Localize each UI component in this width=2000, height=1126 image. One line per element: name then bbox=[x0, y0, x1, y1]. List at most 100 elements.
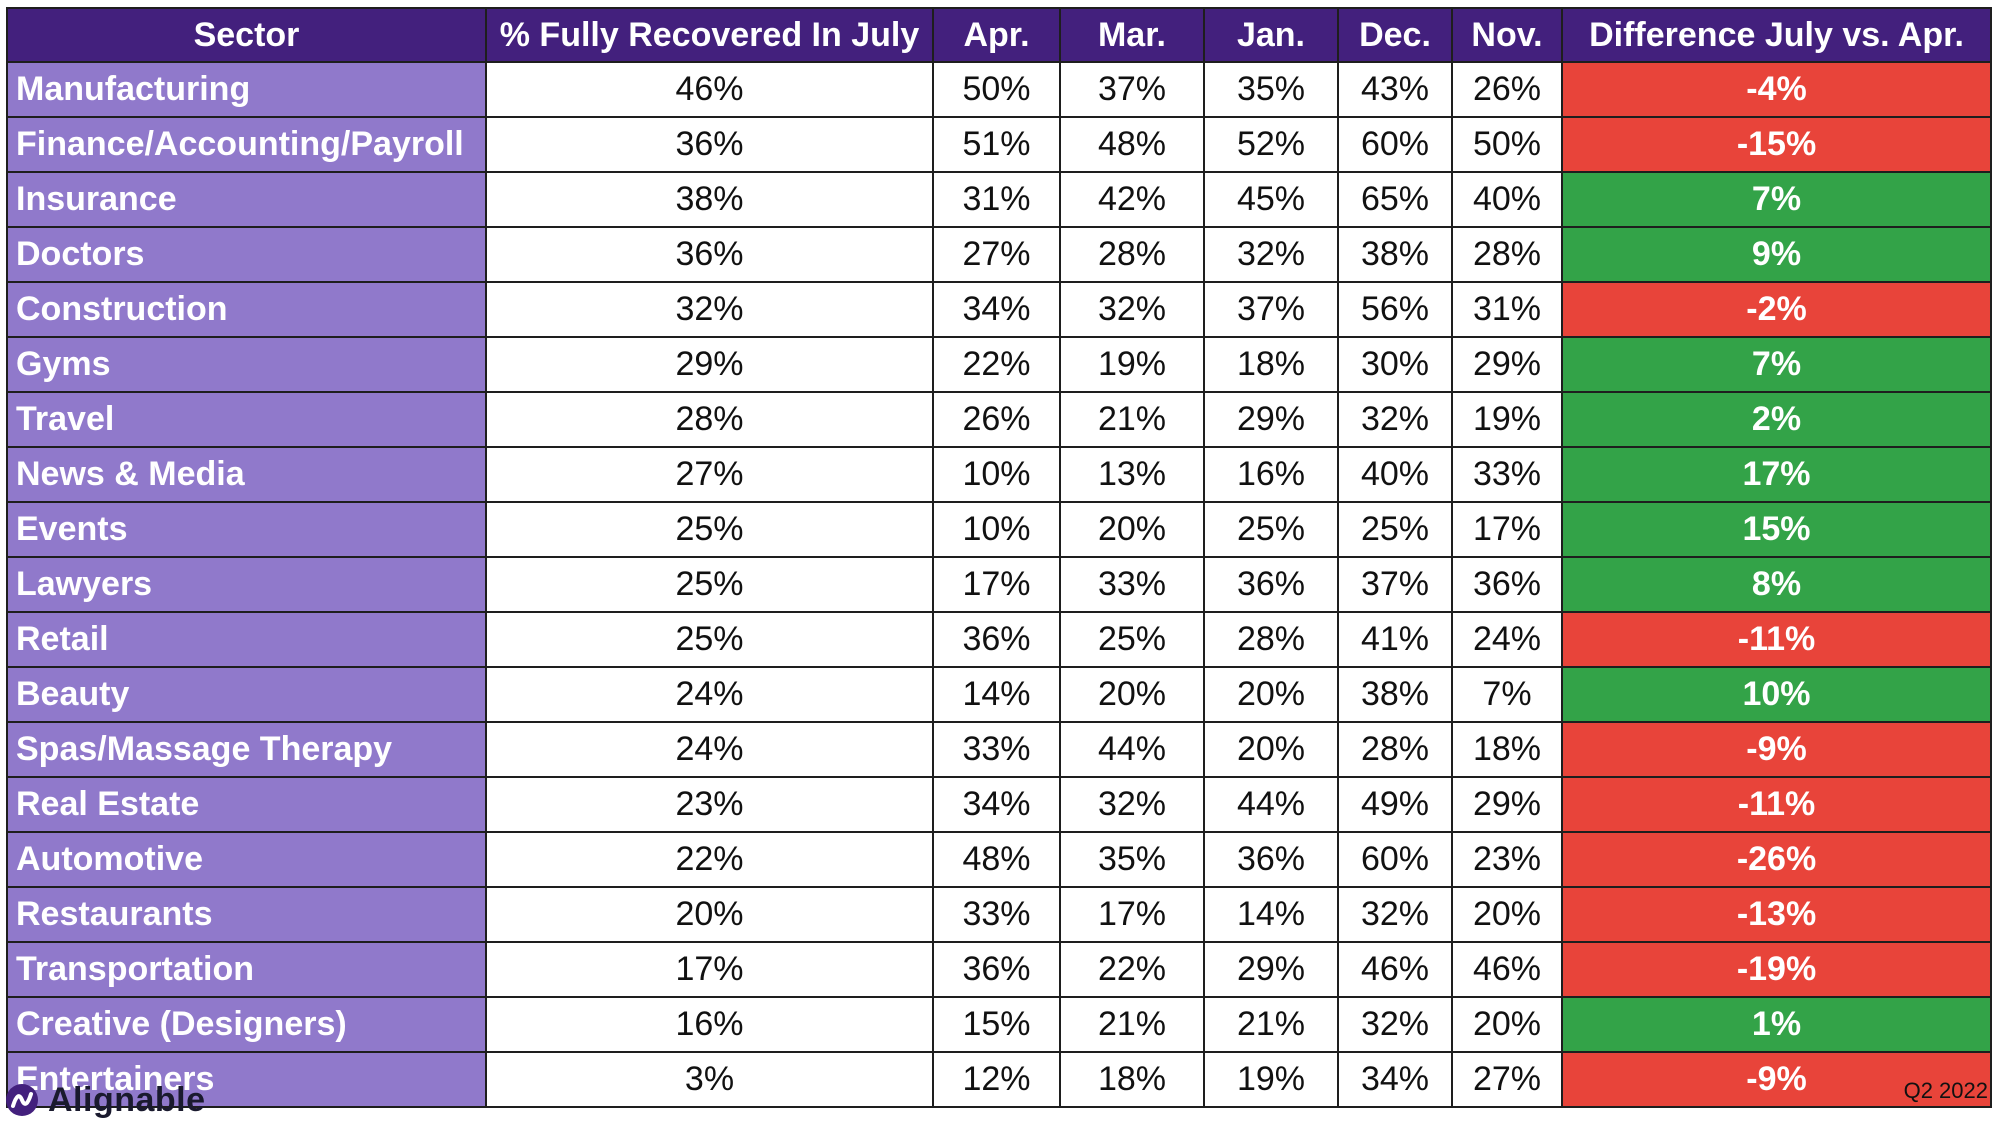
sector-name-cell: Construction bbox=[6, 281, 487, 338]
value-cell-july: 32% bbox=[485, 281, 934, 338]
value-cell-july: 17% bbox=[485, 941, 934, 998]
value-cell-july: 24% bbox=[485, 666, 934, 723]
col-header-jan: Jan. bbox=[1203, 7, 1339, 63]
col-header-sector: Sector bbox=[6, 7, 487, 63]
value-cell-nov: 29% bbox=[1451, 336, 1563, 393]
sector-name-cell: Transportation bbox=[6, 941, 487, 998]
sector-name-cell: Retail bbox=[6, 611, 487, 668]
table-row: Construction 32% 34% 32% 37% 56% 31% -2% bbox=[6, 281, 1992, 338]
value-cell-july: 25% bbox=[485, 501, 934, 558]
brand-name: Alignable bbox=[48, 1080, 206, 1119]
difference-cell: -13% bbox=[1561, 886, 1992, 943]
value-cell-july: 36% bbox=[485, 116, 934, 173]
col-header-nov: Nov. bbox=[1451, 7, 1563, 63]
value-cell-july: 25% bbox=[485, 556, 934, 613]
value-cell-nov: 26% bbox=[1451, 61, 1563, 118]
sector-name-cell: Lawyers bbox=[6, 556, 487, 613]
value-cell-nov: 20% bbox=[1451, 886, 1563, 943]
value-cell-apr: 33% bbox=[932, 886, 1061, 943]
value-cell-dec: 60% bbox=[1337, 116, 1453, 173]
value-cell-jan: 16% bbox=[1203, 446, 1339, 503]
value-cell-nov: 33% bbox=[1451, 446, 1563, 503]
value-cell-nov: 28% bbox=[1451, 226, 1563, 283]
difference-cell: 9% bbox=[1561, 226, 1992, 283]
value-cell-july: 25% bbox=[485, 611, 934, 668]
value-cell-dec: 41% bbox=[1337, 611, 1453, 668]
difference-cell: -9% bbox=[1561, 1051, 1992, 1108]
value-cell-july: 24% bbox=[485, 721, 934, 778]
value-cell-dec: 46% bbox=[1337, 941, 1453, 998]
value-cell-dec: 25% bbox=[1337, 501, 1453, 558]
difference-cell: -9% bbox=[1561, 721, 1992, 778]
value-cell-dec: 28% bbox=[1337, 721, 1453, 778]
table-row: Restaurants 20% 33% 17% 14% 32% 20% -13% bbox=[6, 886, 1992, 943]
table-row: Events 25% 10% 20% 25% 25% 17% 15% bbox=[6, 501, 1992, 558]
table-row: Creative (Designers) 16% 15% 21% 21% 32% 20% 1% bbox=[6, 996, 1992, 1053]
value-cell-nov: 24% bbox=[1451, 611, 1563, 668]
sector-name-cell: Entertainers bbox=[6, 1051, 487, 1108]
table-row: Gyms 29% 22% 19% 18% 30% 29% 7% bbox=[6, 336, 1992, 393]
table-row: News & Media 27% 10% 13% 16% 40% 33% 17% bbox=[6, 446, 1992, 503]
value-cell-july: 27% bbox=[485, 446, 934, 503]
value-cell-apr: 48% bbox=[932, 831, 1061, 888]
value-cell-jan: 52% bbox=[1203, 116, 1339, 173]
value-cell-jan: 36% bbox=[1203, 831, 1339, 888]
value-cell-apr: 36% bbox=[932, 611, 1061, 668]
sector-name-cell: Real Estate bbox=[6, 776, 487, 833]
value-cell-mar: 44% bbox=[1059, 721, 1205, 778]
sector-name-cell: Manufacturing bbox=[6, 61, 487, 118]
value-cell-july: 38% bbox=[485, 171, 934, 228]
difference-cell: -4% bbox=[1561, 61, 1992, 118]
value-cell-apr: 51% bbox=[932, 116, 1061, 173]
value-cell-dec: 38% bbox=[1337, 226, 1453, 283]
sector-name-cell: Travel bbox=[6, 391, 487, 448]
value-cell-july: 22% bbox=[485, 831, 934, 888]
value-cell-jan: 14% bbox=[1203, 886, 1339, 943]
difference-cell: -11% bbox=[1561, 611, 1992, 668]
value-cell-dec: 56% bbox=[1337, 281, 1453, 338]
value-cell-apr: 12% bbox=[932, 1051, 1061, 1108]
sector-name-cell: Insurance bbox=[6, 171, 487, 228]
value-cell-mar: 22% bbox=[1059, 941, 1205, 998]
value-cell-july: 23% bbox=[485, 776, 934, 833]
difference-cell: 7% bbox=[1561, 171, 1992, 228]
value-cell-mar: 20% bbox=[1059, 501, 1205, 558]
value-cell-nov: 40% bbox=[1451, 171, 1563, 228]
value-cell-apr: 10% bbox=[932, 446, 1061, 503]
sector-name-cell: Beauty bbox=[6, 666, 487, 723]
value-cell-nov: 7% bbox=[1451, 666, 1563, 723]
value-cell-dec: 40% bbox=[1337, 446, 1453, 503]
value-cell-nov: 17% bbox=[1451, 501, 1563, 558]
value-cell-apr: 15% bbox=[932, 996, 1061, 1053]
value-cell-nov: 36% bbox=[1451, 556, 1563, 613]
difference-cell: 7% bbox=[1561, 336, 1992, 393]
value-cell-july: 16% bbox=[485, 996, 934, 1053]
col-header-apr: Apr. bbox=[932, 7, 1061, 63]
table-row: Travel 28% 26% 21% 29% 32% 19% 2% bbox=[6, 391, 1992, 448]
value-cell-nov: 31% bbox=[1451, 281, 1563, 338]
value-cell-july: 28% bbox=[485, 391, 934, 448]
value-cell-apr: 27% bbox=[932, 226, 1061, 283]
table-row: Spas/Massage Therapy 24% 33% 44% 20% 28% 18% -9… bbox=[6, 721, 1992, 778]
value-cell-dec: 60% bbox=[1337, 831, 1453, 888]
value-cell-dec: 34% bbox=[1337, 1051, 1453, 1108]
value-cell-jan: 45% bbox=[1203, 171, 1339, 228]
value-cell-mar: 32% bbox=[1059, 776, 1205, 833]
value-cell-dec: 32% bbox=[1337, 996, 1453, 1053]
value-cell-mar: 19% bbox=[1059, 336, 1205, 393]
table-row: Beauty 24% 14% 20% 20% 38% 7% 10% bbox=[6, 666, 1992, 723]
value-cell-jan: 19% bbox=[1203, 1051, 1339, 1108]
value-cell-nov: 23% bbox=[1451, 831, 1563, 888]
value-cell-jan: 35% bbox=[1203, 61, 1339, 118]
table-row: Manufacturing 46% 50% 37% 35% 43% 26% -4% bbox=[6, 61, 1992, 118]
value-cell-nov: 27% bbox=[1451, 1051, 1563, 1108]
col-header-difference: Difference July vs. Apr. bbox=[1561, 7, 1992, 63]
value-cell-apr: 31% bbox=[932, 171, 1061, 228]
value-cell-mar: 17% bbox=[1059, 886, 1205, 943]
value-cell-dec: 43% bbox=[1337, 61, 1453, 118]
difference-cell: -26% bbox=[1561, 831, 1992, 888]
difference-cell: 8% bbox=[1561, 556, 1992, 613]
value-cell-dec: 49% bbox=[1337, 776, 1453, 833]
value-cell-mar: 42% bbox=[1059, 171, 1205, 228]
sector-name-cell: Automotive bbox=[6, 831, 487, 888]
